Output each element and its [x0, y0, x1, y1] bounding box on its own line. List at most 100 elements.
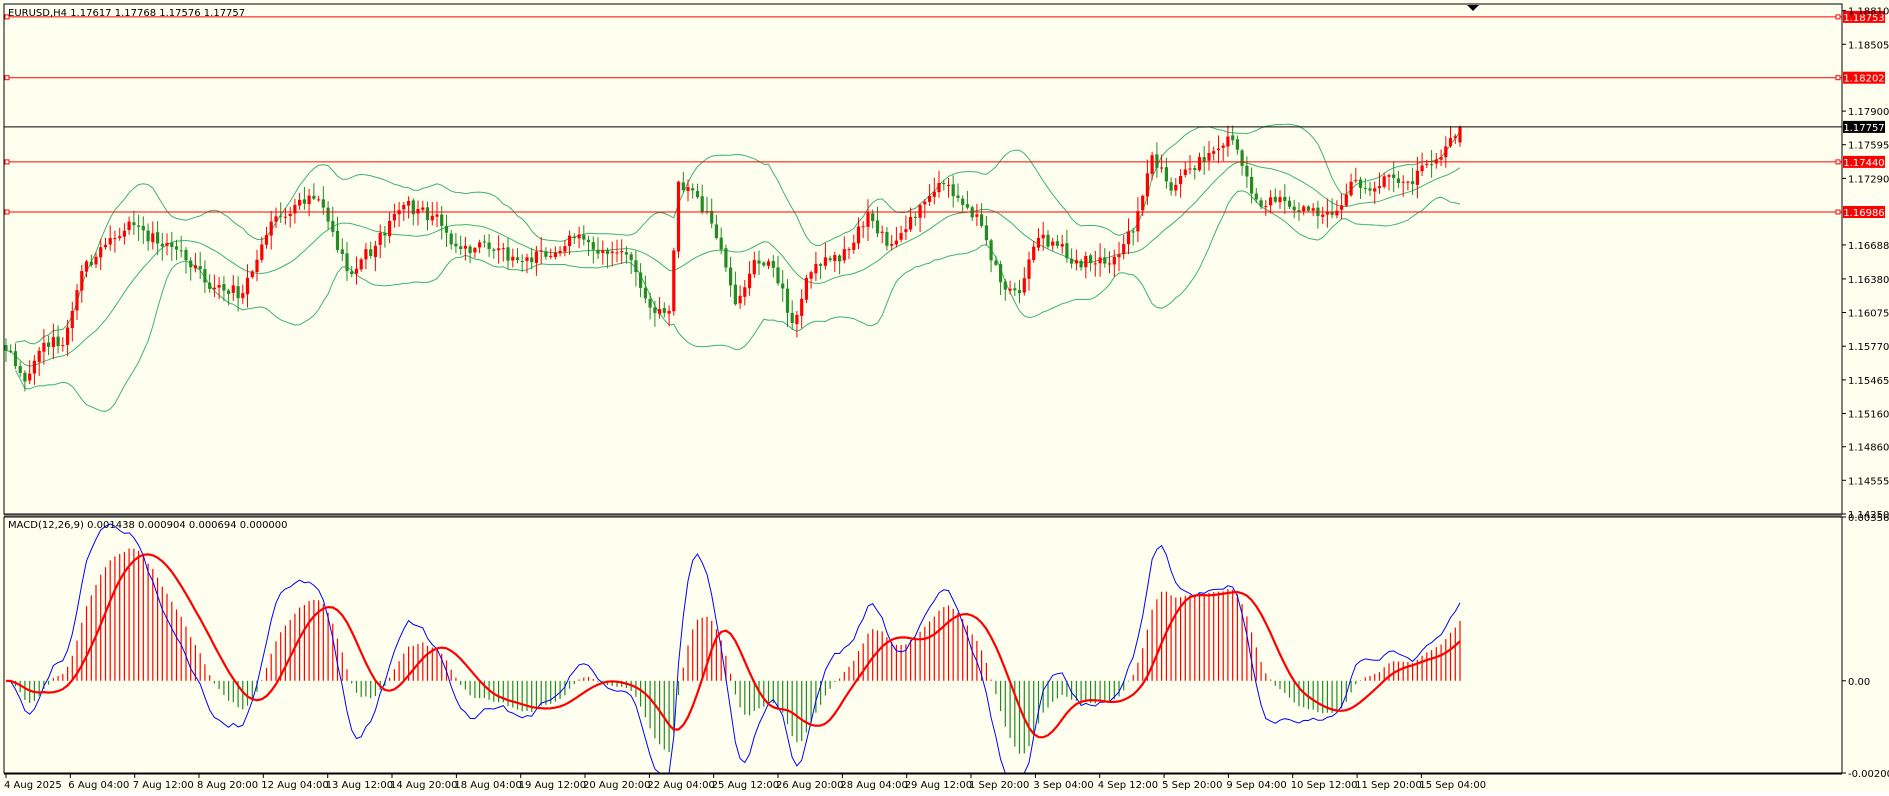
bull-candle-body: [610, 251, 614, 253]
bear-candle-body: [871, 213, 875, 221]
bear-candle-body: [1046, 234, 1050, 247]
bear-candle-body: [629, 254, 633, 261]
bear-candle-body: [838, 255, 842, 262]
bull-candle-body: [1188, 168, 1192, 170]
bull-candle-body: [1060, 244, 1064, 247]
bull-candle-body: [463, 245, 467, 249]
bear-candle-body: [208, 282, 212, 289]
bull-candle-body: [1278, 197, 1282, 203]
bull-candle-body: [217, 285, 221, 288]
price-axis-label: 1.17900: [1848, 107, 1889, 118]
bear-candle-body: [179, 250, 183, 252]
bull-candle-body: [904, 229, 908, 233]
bear-candle-body: [771, 261, 775, 268]
bear-candle-body: [781, 283, 785, 289]
bull-candle-body: [563, 246, 567, 252]
time-axis-label: 26 Aug 20:00: [776, 780, 843, 791]
chart-shift-marker-icon[interactable]: [1467, 5, 1479, 11]
bear-candle-body: [444, 225, 449, 233]
time-axis-label: 9 Sep 04:00: [1226, 780, 1286, 791]
bear-candle-body: [4, 345, 8, 351]
time-axis-label: 6 Aug 04:00: [68, 780, 129, 791]
bear-candle-body: [695, 191, 700, 198]
bull-candle-body: [42, 342, 46, 352]
bull-candle-body: [165, 243, 169, 246]
bear-candle-body: [1017, 290, 1022, 294]
bull-candle-body: [809, 272, 813, 279]
bear-candle-body: [1396, 178, 1400, 183]
bear-candle-body: [572, 236, 576, 238]
level-price-tag: [1843, 71, 1885, 84]
bull-candle-body: [241, 293, 245, 299]
bull-candle-body: [1027, 259, 1031, 279]
level-anchor-handle: [1835, 159, 1841, 165]
price-axis-label: 1.15160: [1848, 410, 1889, 421]
bear-candle-body: [700, 196, 704, 212]
bull-candle-body: [430, 215, 434, 221]
bear-candle-body: [776, 267, 780, 284]
bear-candle-body: [326, 207, 330, 222]
bear-candle-body: [1287, 200, 1292, 207]
bull-candle-body: [1150, 155, 1154, 174]
bear-candle-body: [279, 215, 283, 217]
bull-candle-body: [51, 337, 55, 347]
bull-candle-body: [1145, 173, 1149, 197]
bear-candle-body: [454, 243, 458, 247]
bull-candle-body: [1141, 195, 1145, 211]
bull-candle-body: [1126, 231, 1131, 245]
bull-candle-body: [558, 250, 562, 254]
bull-candle-body: [1179, 176, 1183, 185]
macd-axis-label: 0.003563: [1848, 513, 1889, 524]
bear-candle-body: [174, 246, 179, 250]
bull-candle-body: [1373, 188, 1377, 192]
level-price-label: 1.16986: [1843, 208, 1884, 219]
bear-candle-body: [980, 214, 984, 226]
bull-candle-body: [1216, 148, 1221, 151]
bull-candle-body: [402, 204, 406, 210]
bull-candle-body: [899, 233, 903, 240]
bear-candle-body: [913, 216, 917, 218]
level-price-label: 1.18753: [1843, 13, 1884, 24]
level-price-tag: [1843, 206, 1885, 218]
bear-candle-body: [345, 253, 349, 272]
bear-candle-body: [302, 199, 306, 204]
bull-candle-body: [553, 252, 557, 257]
bull-candle-body: [601, 250, 605, 253]
time-axis-label: 15 Sep 04:00: [1419, 780, 1486, 791]
bear-candle-body: [331, 220, 335, 232]
bear-candle-body: [984, 225, 988, 241]
price-axis-label: 1.15770: [1848, 342, 1889, 353]
bull-candle-body: [151, 233, 155, 243]
bear-candle-body: [440, 214, 444, 226]
bear-candle-body: [828, 258, 832, 261]
current-price-label: 1.17757: [1843, 123, 1884, 134]
bear-candle-body: [425, 207, 430, 221]
bull-candle-body: [103, 244, 108, 248]
bear-candle-body: [56, 336, 60, 347]
bear-candle-body: [160, 243, 164, 247]
bull-candle-body: [364, 249, 368, 260]
bear-candle-body: [1169, 182, 1173, 191]
bear-candle-body: [198, 266, 202, 270]
time-axis-label: 18 Aug 04:00: [454, 780, 521, 791]
bear-candle-body: [203, 269, 207, 283]
level-anchor-handle: [1835, 75, 1841, 81]
bull-candle-body: [1221, 145, 1225, 148]
bull-candle-body: [534, 251, 538, 263]
bull-candle-body: [84, 261, 89, 272]
price-axis-label: 1.18505: [1848, 40, 1889, 51]
bear-candle-body: [1273, 196, 1277, 202]
time-axis-label: 12 Aug 04:00: [261, 780, 328, 791]
bear-candle-body: [18, 366, 22, 373]
bull-candle-body: [99, 247, 103, 258]
bull-candle-body: [1335, 210, 1339, 216]
bull-candle-body: [359, 259, 363, 270]
bull-candle-body: [539, 250, 543, 252]
bear-candle-body: [819, 264, 823, 266]
bear-candle-body: [1411, 181, 1415, 185]
bear-candle-body: [634, 260, 638, 273]
bear-candle-body: [691, 188, 695, 191]
bear-candle-body: [762, 262, 766, 266]
